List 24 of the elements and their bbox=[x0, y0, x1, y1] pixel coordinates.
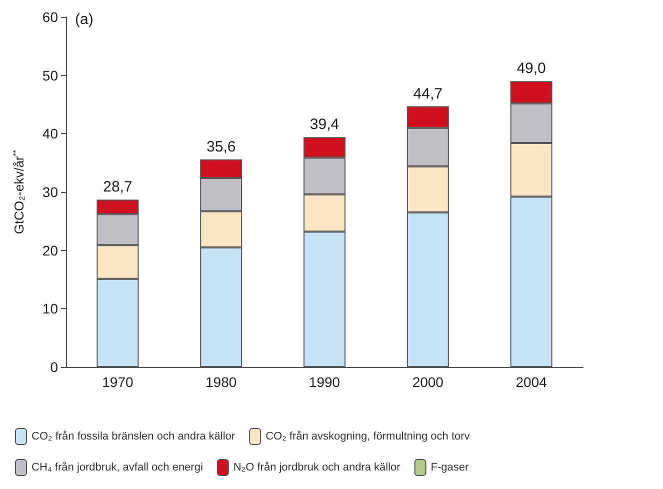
legend-label: CO₂ från avskogning, förmultning och torv bbox=[266, 430, 470, 442]
y-axis-title: GtCO₂-ekv/år** bbox=[12, 150, 26, 234]
total-label: 35,6 bbox=[206, 138, 236, 156]
legend-label: CH₄ från jordbruk, avfall och energi bbox=[32, 462, 203, 474]
x-tick-label: 1990 bbox=[308, 374, 340, 390]
total-label: 44,7 bbox=[413, 85, 442, 102]
total-label: 49,0 bbox=[516, 60, 546, 78]
x-tick-label: 1980 bbox=[206, 374, 237, 390]
y-tick-label: 30 bbox=[42, 184, 58, 200]
y-tick-label: 0 bbox=[50, 359, 58, 375]
legend-label: N₂O från jordbruk och andra källor bbox=[233, 462, 401, 474]
y-tick-label: 40 bbox=[42, 126, 58, 142]
y-tick-label: 10 bbox=[42, 300, 58, 317]
total-label: 28,7 bbox=[103, 178, 132, 196]
annotation: (a) bbox=[75, 11, 94, 28]
x-tick-label: 2004 bbox=[516, 374, 548, 390]
x-tick-label: 1970 bbox=[102, 374, 134, 390]
total-label: 39,4 bbox=[310, 116, 340, 134]
y-tick-label: 20 bbox=[42, 242, 58, 258]
y-tick-label: 50 bbox=[42, 67, 58, 84]
legend-label: CO₂ från fossila bränslen och andra källor bbox=[32, 430, 236, 442]
y-tick-label: 60 bbox=[42, 9, 58, 25]
legend-label: F-gaser bbox=[430, 462, 470, 474]
x-tick-label: 2000 bbox=[412, 374, 444, 390]
